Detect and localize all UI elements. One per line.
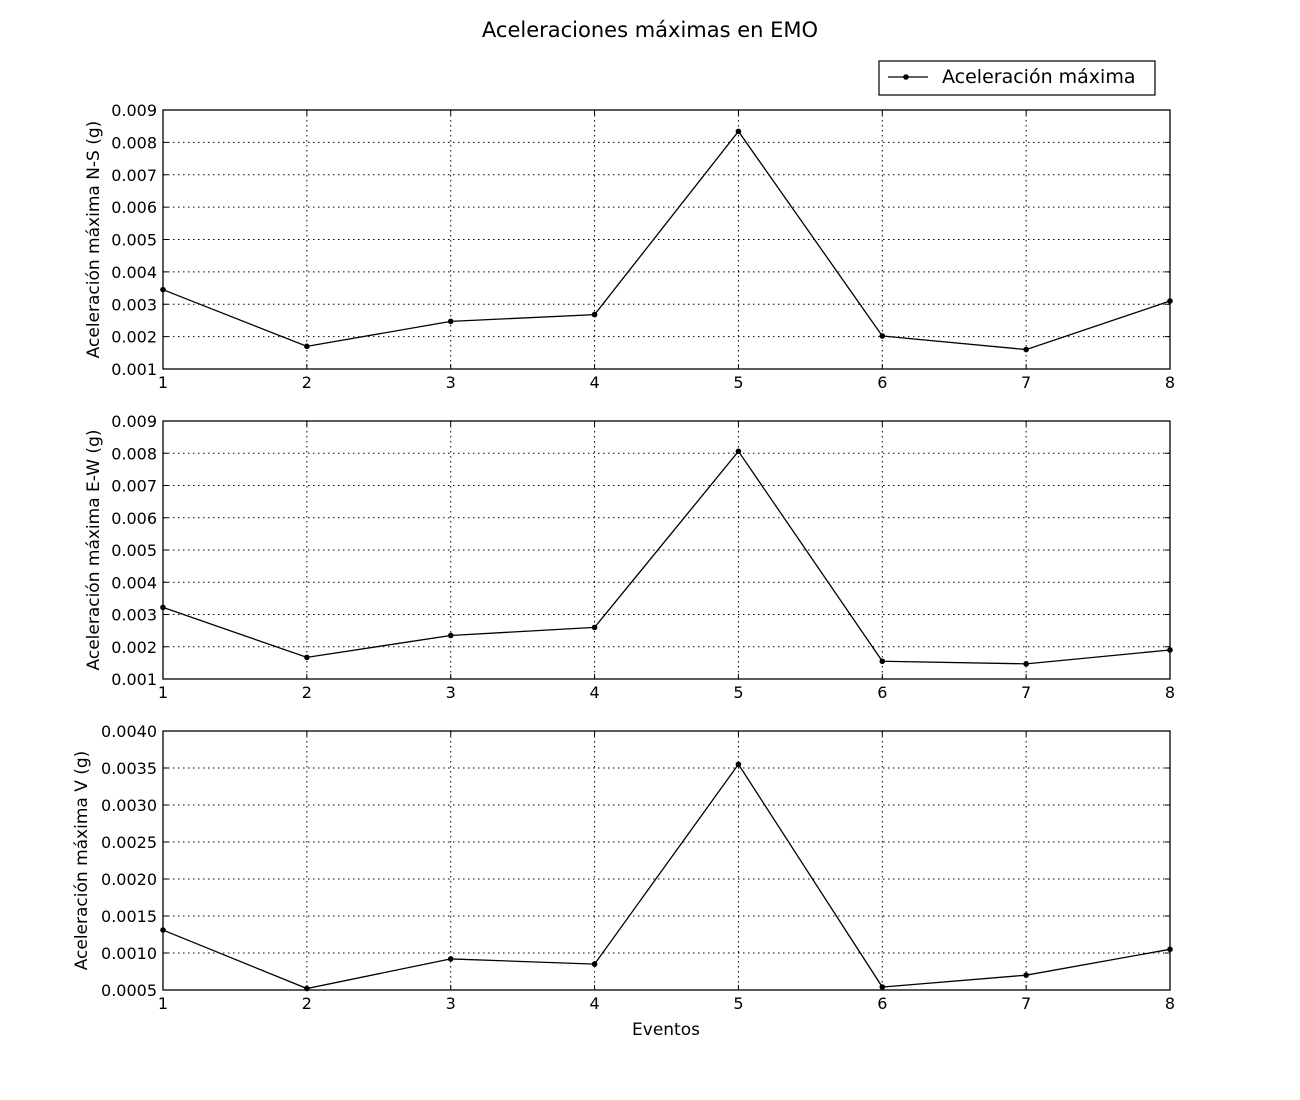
y-tick-label: 0.008 <box>111 444 157 463</box>
y-tick-label: 0.001 <box>111 360 157 379</box>
y-tick-label: 0.004 <box>111 573 157 592</box>
x-tick-label: 7 <box>1021 373 1031 392</box>
data-point <box>160 927 166 933</box>
data-point <box>879 333 886 339</box>
series-line-ew <box>162 450 1171 665</box>
data-point <box>447 318 454 325</box>
y-tick-label: 0.0010 <box>101 944 157 963</box>
y-tick-label: 0.0015 <box>101 907 157 926</box>
y-tick-label: 0.001 <box>111 670 157 689</box>
x-tick-label: 6 <box>877 373 887 392</box>
y-tick-label: 0.009 <box>111 101 157 120</box>
x-tick-label: 7 <box>1021 683 1031 702</box>
y-tick-label: 0.0040 <box>101 722 157 741</box>
data-point <box>160 286 166 293</box>
x-tick-label: 6 <box>877 994 887 1013</box>
x-tick-label: 2 <box>302 683 312 702</box>
data-point <box>160 604 166 611</box>
y-tick-label: 0.007 <box>111 166 157 185</box>
y-tick-label: 0.0005 <box>101 981 157 1000</box>
x-tick-label: 3 <box>446 373 456 392</box>
data-point <box>1023 346 1029 353</box>
y-tick-label: 0.005 <box>111 541 157 560</box>
data-point <box>304 985 310 992</box>
data-point <box>591 961 598 967</box>
legend-label: Aceleración máxima <box>942 66 1135 88</box>
x-tick-label: 4 <box>589 373 599 392</box>
x-tick-label: 4 <box>589 683 599 702</box>
subplots: 1 2 3 4 5 6 7 8 0.001 0.002 0.003 0.004 0.005 0.006 0.… <box>72 101 1175 1013</box>
subplot-ew: 1 2 3 4 5 6 7 8 0.001 0.002 0.003 0.004 0.005 0.006 0.… <box>84 412 1175 702</box>
plot-frame <box>162 109 1171 370</box>
plot-frame <box>162 730 1171 991</box>
data-point <box>304 654 310 661</box>
data-point <box>1167 647 1173 653</box>
y-tick-label: 0.002 <box>111 328 157 347</box>
y-tick-label: 0.002 <box>111 638 157 657</box>
data-point <box>735 761 742 768</box>
data-point <box>879 658 886 665</box>
data-point <box>879 984 886 990</box>
data-point <box>1167 298 1173 304</box>
data-point <box>1167 946 1173 953</box>
x-tick-label: 5 <box>733 994 743 1013</box>
data-point <box>1023 661 1029 667</box>
data-point <box>591 624 598 631</box>
y-tick-label: 0.006 <box>111 509 157 528</box>
y-tick-label: 0.008 <box>111 133 157 152</box>
x-tick-label: 8 <box>1165 994 1175 1013</box>
legend: Aceleración máxima <box>878 60 1156 96</box>
x-tick-label: 6 <box>877 683 887 702</box>
data-point <box>447 956 454 962</box>
data-point <box>591 311 598 318</box>
y-tick-label: 0.009 <box>111 412 157 431</box>
x-tick-label: 3 <box>446 994 456 1013</box>
chart-title: Aceleraciones máximas en EMO <box>482 18 818 42</box>
x-tick-label: 3 <box>446 683 456 702</box>
y-tick-label: 0.0030 <box>101 796 157 815</box>
y-axis-label-ew: Aceleración máxima E-W (g) <box>84 430 104 671</box>
plot-frame <box>162 420 1171 680</box>
subplot-v: 1 2 3 4 5 6 7 8 0.0005 0.0010 0.0015 0.0020 0.0025 0.… <box>72 722 1175 1013</box>
data-point <box>735 128 742 135</box>
x-tick-label: 1 <box>158 683 168 702</box>
y-tick-label: 0.006 <box>111 198 157 217</box>
x-tick-label: 1 <box>158 994 168 1013</box>
x-axis-label: Eventos <box>632 1020 700 1040</box>
legend-marker-swatch <box>903 74 909 80</box>
x-tick-label: 2 <box>302 994 312 1013</box>
y-tick-label: 0.007 <box>111 477 157 496</box>
subplot-ns: 1 2 3 4 5 6 7 8 0.001 0.002 0.003 0.004 0.005 0.006 0.… <box>84 101 1175 392</box>
x-tick-label: 5 <box>733 683 743 702</box>
y-axis-label-ns: Aceleración máxima N-S (g) <box>84 121 104 359</box>
y-tick-label: 0.0020 <box>101 870 157 889</box>
x-tick-label: 1 <box>158 373 168 392</box>
y-tick-label: 0.003 <box>111 295 157 314</box>
x-tick-label: 8 <box>1165 683 1175 702</box>
x-tick-label: 5 <box>733 373 743 392</box>
y-tick-label: 0.005 <box>111 231 157 250</box>
y-tick-label: 0.0035 <box>101 759 157 778</box>
series-line-ns <box>162 130 1171 351</box>
series-line-v <box>162 763 1171 990</box>
y-tick-label: 0.004 <box>111 263 157 282</box>
legend-box <box>878 60 1156 96</box>
data-point <box>447 632 454 639</box>
x-tick-label: 4 <box>589 994 599 1013</box>
x-tick-label: 7 <box>1021 994 1031 1013</box>
data-point <box>304 343 310 350</box>
y-tick-label: 0.003 <box>111 606 157 625</box>
data-point <box>735 448 742 455</box>
x-tick-label: 2 <box>302 373 312 392</box>
y-tick-label: 0.0025 <box>101 833 157 852</box>
y-axis-label-v: Aceleración máxima V (g) <box>72 751 92 971</box>
x-tick-label: 8 <box>1165 373 1175 392</box>
data-point <box>1023 972 1029 978</box>
